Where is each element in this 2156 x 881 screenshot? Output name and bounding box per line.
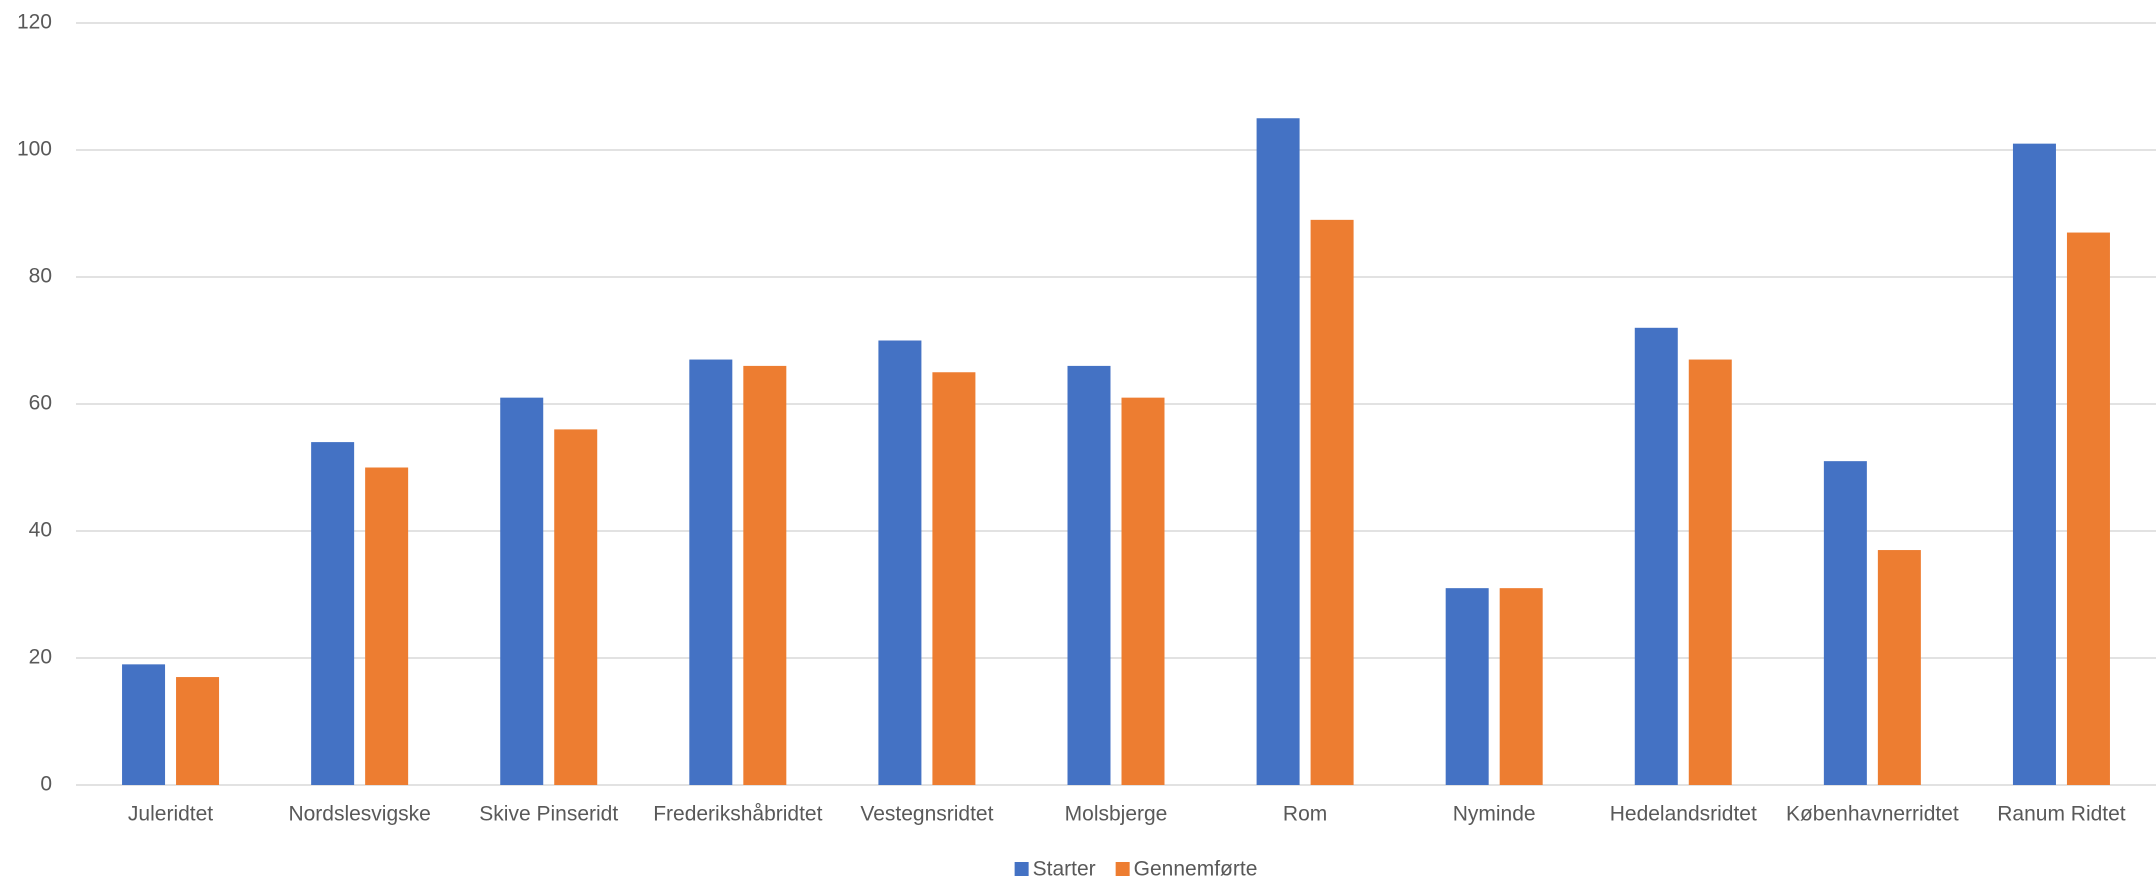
x-tick-label: Rom xyxy=(1283,803,1327,826)
legend-swatch xyxy=(1115,862,1130,876)
x-tick-label: Frederikshåbridtet xyxy=(653,803,822,826)
x-tick-label: Nordslesvigske xyxy=(288,803,430,826)
x-tick-label: Hedelandsridtet xyxy=(1610,803,1757,826)
bar xyxy=(743,365,787,785)
bar xyxy=(1256,118,1300,785)
y-tick-label: 60 xyxy=(29,392,52,415)
bar xyxy=(1310,219,1354,786)
x-tick-label: Juleridtet xyxy=(128,803,213,826)
legend-label: Gennemførte xyxy=(1134,858,1258,881)
y-tick-label: 0 xyxy=(40,773,52,796)
x-tick-label: Skive Pinseridt xyxy=(479,803,618,826)
y-tick-label: 120 xyxy=(17,11,52,34)
bar xyxy=(878,340,922,785)
bar xyxy=(1067,365,1111,785)
x-tick-label: Molsbjerge xyxy=(1065,803,1168,826)
bar xyxy=(1688,359,1732,785)
bar xyxy=(932,372,976,785)
bar xyxy=(122,664,166,785)
bar xyxy=(1634,327,1678,785)
bar xyxy=(1823,461,1867,785)
bar xyxy=(554,429,598,785)
bar xyxy=(1877,550,1921,785)
bar xyxy=(2066,232,2110,786)
y-tick-label: 100 xyxy=(17,138,52,161)
x-tick-label: Nyminde xyxy=(1453,803,1536,826)
legend-swatch xyxy=(1014,862,1029,876)
bar xyxy=(176,677,220,785)
bar xyxy=(2012,143,2056,785)
y-tick-label: 80 xyxy=(29,265,52,288)
x-tick-label: Københavnerridtet xyxy=(1786,803,1959,826)
legend-label: Starter xyxy=(1033,858,1096,881)
bar xyxy=(500,397,544,785)
bar xyxy=(1121,397,1165,785)
x-tick-label: Ranum Ridtet xyxy=(1997,803,2126,826)
bar xyxy=(365,467,409,785)
bar xyxy=(1445,588,1489,785)
bar xyxy=(689,359,733,785)
bar xyxy=(1499,588,1543,785)
x-tick-label: Vestegnsridtet xyxy=(860,803,993,826)
y-tick-label: 20 xyxy=(29,646,52,669)
y-tick-label: 40 xyxy=(29,519,52,542)
bar xyxy=(311,442,355,785)
